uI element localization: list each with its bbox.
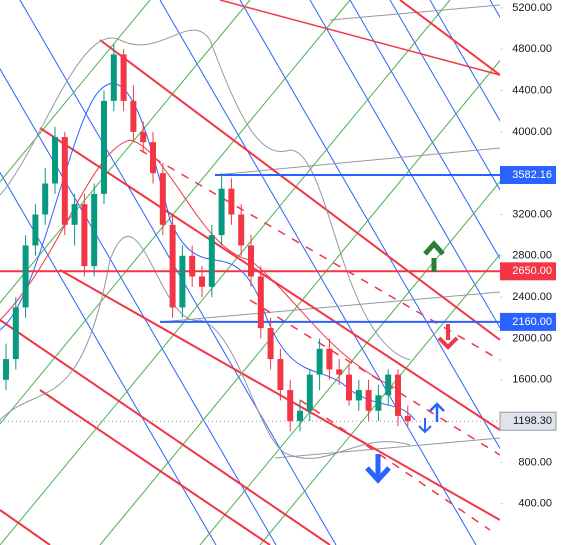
- y-tick-label: 4400.00: [512, 84, 552, 96]
- bollinger-upper: [0, 29, 411, 361]
- price-axis: 400.00800.001200.001600.002000.002400.00…: [499, 2, 557, 510]
- candle-body: [140, 131, 147, 143]
- candle-body: [208, 235, 215, 287]
- candle-body: [71, 204, 78, 225]
- candle-body: [3, 359, 9, 380]
- candle-body: [189, 255, 196, 277]
- candle-body: [238, 214, 245, 246]
- candle-body: [169, 224, 176, 308]
- candle-body: [355, 390, 362, 401]
- candles: [3, 44, 411, 432]
- candle-body: [12, 307, 19, 360]
- y-tick-label: 2400.00: [512, 291, 552, 303]
- candle-body: [297, 410, 303, 422]
- y-tick-label: 3200.00: [512, 208, 552, 220]
- blue-small-down-arrow: [418, 418, 432, 434]
- candle-body: [404, 415, 411, 422]
- price-label-box: [500, 166, 556, 185]
- candle-body: [91, 193, 98, 267]
- green-up-arrow: [423, 240, 445, 272]
- candle-body: [316, 348, 323, 375]
- candle-body: [287, 390, 294, 422]
- red-channel-lines: [0, 0, 500, 545]
- candle-body: [267, 328, 274, 360]
- bollinger-lower: [0, 236, 411, 459]
- candle-body: [110, 54, 117, 101]
- moving-average-slow: [0, 139, 401, 391]
- candle-body: [101, 100, 107, 194]
- price-label: 2650.00: [512, 265, 552, 277]
- price-label-box: [500, 312, 556, 331]
- candle-body: [257, 276, 264, 329]
- candle-body: [120, 54, 127, 101]
- candle-body: [81, 204, 88, 267]
- candle-body: [336, 369, 343, 375]
- price-label-box: [500, 262, 556, 281]
- candle-body: [385, 374, 392, 396]
- y-tick-label: 2800.00: [512, 250, 552, 262]
- price-label: 3582.16: [512, 169, 552, 181]
- candle-body: [395, 374, 401, 416]
- candle-body: [248, 245, 254, 277]
- blue-down-arrow: [365, 454, 391, 484]
- candle-body: [61, 137, 68, 225]
- candle-body: [326, 348, 333, 370]
- price-label: 1198.30: [513, 415, 552, 427]
- candle-body: [228, 188, 235, 215]
- y-tick-label: 400.00: [518, 498, 552, 510]
- y-tick-label: 2000.00: [512, 332, 552, 344]
- candle-body: [365, 390, 372, 411]
- candle-body: [346, 374, 352, 401]
- candle-body: [277, 359, 284, 391]
- candle-body: [42, 183, 49, 215]
- y-tick-label: 4000.00: [512, 126, 552, 138]
- candle-body: [199, 276, 205, 287]
- candle-body: [32, 214, 39, 246]
- candle-body: [22, 245, 29, 308]
- candle-body: [159, 173, 166, 225]
- candle-body: [150, 142, 156, 174]
- candle-body: [375, 395, 382, 411]
- price-label: 2160.00: [512, 316, 552, 328]
- y-tick-label: 800.00: [518, 456, 552, 468]
- y-tick-label: 1600.00: [512, 374, 552, 386]
- y-tick-label: 5200.00: [512, 2, 552, 14]
- candle-body: [179, 255, 186, 308]
- candle-body: [218, 188, 225, 236]
- blue-up-arrow: [429, 402, 445, 422]
- y-tick-label: 4800.00: [512, 43, 552, 55]
- candle-body: [306, 374, 313, 411]
- candle-body: [130, 100, 137, 132]
- candle-body: [52, 137, 58, 184]
- arrows: [365, 240, 459, 484]
- price-label-box: [499, 411, 557, 431]
- red-down-arrow: [437, 324, 459, 350]
